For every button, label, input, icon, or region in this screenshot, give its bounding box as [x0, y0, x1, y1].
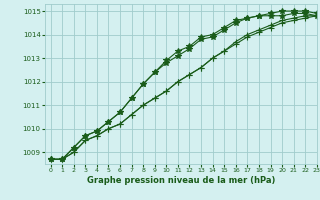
X-axis label: Graphe pression niveau de la mer (hPa): Graphe pression niveau de la mer (hPa)	[87, 176, 275, 185]
